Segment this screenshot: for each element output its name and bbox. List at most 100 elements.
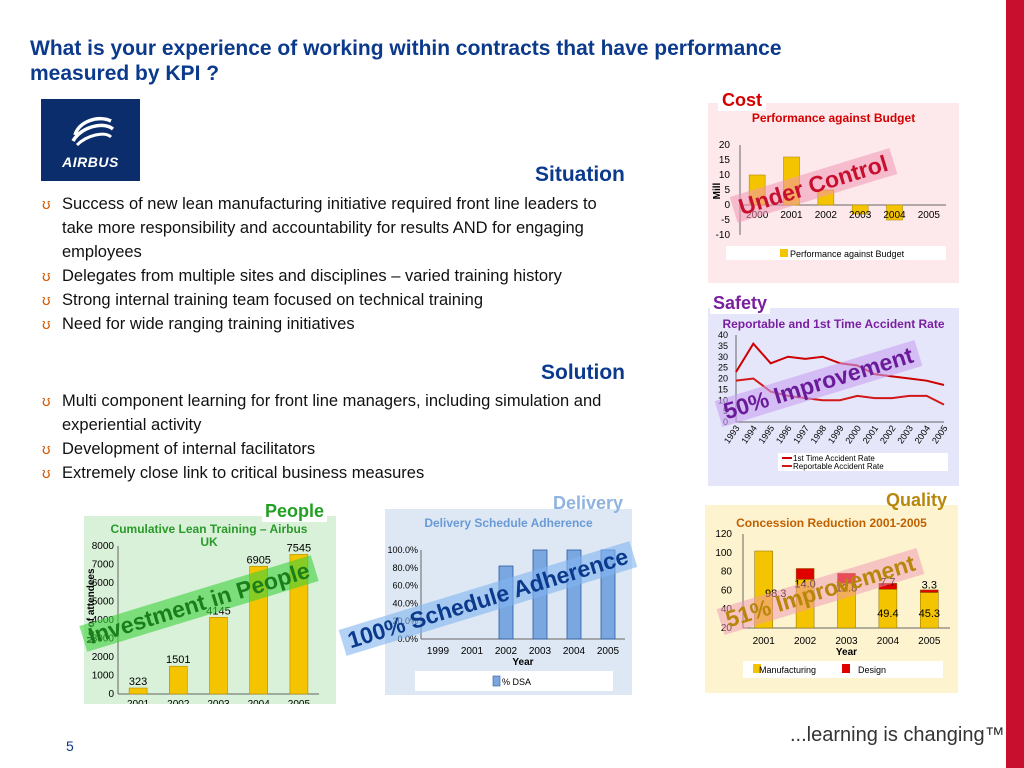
situation-bullet-text: Success of new lean manufacturing initia… — [62, 195, 597, 261]
situation-bullet: ʊ Strong internal training team focused o… — [42, 288, 622, 312]
safety-y-tick: 40 — [718, 330, 728, 340]
bullet-marker-icon: ʊ — [42, 316, 51, 333]
people-y-tick: 8000 — [92, 541, 115, 552]
cost-x-tick: 2003 — [849, 210, 872, 221]
cost-x-tick: 2005 — [918, 210, 941, 221]
quality-y-tick: 80 — [721, 567, 733, 578]
people-x-tick: 2004 — [248, 699, 271, 704]
situation-bullet: ʊ Success of new lean manufacturing initi… — [42, 192, 622, 264]
situation-bullet-text: Delegates from multiple sites and discip… — [62, 267, 562, 285]
delivery-x-tick: 2003 — [529, 646, 552, 657]
cost-x-tick: 2001 — [780, 210, 803, 221]
quality-legend-swatch — [842, 664, 850, 673]
quality-x-tick: 2003 — [835, 636, 858, 647]
cost-legend-swatch — [780, 249, 788, 257]
quality-legend-text: Manufacturing — [759, 665, 816, 675]
delivery-x-tick: 2004 — [563, 646, 586, 657]
safety-x-tick: 1996 — [774, 423, 794, 445]
safety-y-tick: 15 — [718, 384, 728, 394]
people-x-tick: 2001 — [127, 699, 150, 704]
people-x-tick: 2005 — [288, 699, 311, 704]
people-data-label: 7545 — [287, 542, 311, 554]
cost-chart-title: Performance against Budget — [751, 111, 916, 125]
bullet-marker-icon: ʊ — [42, 393, 51, 410]
safety-y-tick: 30 — [718, 352, 728, 362]
safety-x-tick: 2004 — [913, 423, 933, 445]
quality-legend-text: Design — [858, 665, 886, 675]
safety-x-tick: 1999 — [826, 423, 846, 445]
cost-y-tick: -5 — [721, 215, 730, 226]
safety-x-tick: 2003 — [895, 423, 915, 445]
delivery-chart-title: Delivery Schedule Adherence — [424, 516, 593, 530]
quality-x-tick: 2004 — [877, 636, 900, 647]
delivery-x-tick: 2005 — [597, 646, 620, 657]
delivery-y-tick: 100.0% — [387, 545, 418, 555]
people-data-label: 6905 — [246, 554, 270, 566]
quality-bar — [795, 568, 815, 580]
solution-heading: Solution — [541, 361, 625, 384]
accent-side-bar — [1006, 0, 1024, 768]
delivery-chart: 100.0%80.0%60.0%40.0%20.0%0.0%1999200120… — [387, 545, 625, 691]
airbus-logo: AIRBUS — [41, 99, 140, 181]
cost-legend-text: Performance against Budget — [790, 249, 905, 259]
safety-x-tick: 2001 — [861, 423, 881, 445]
people-label: People — [262, 501, 328, 522]
quality-data-label: 49.4 — [877, 608, 898, 620]
quality-x-tick: 2005 — [918, 636, 941, 647]
quality-y-tick: 60 — [721, 585, 733, 596]
cost-y-tick: 5 — [724, 185, 730, 196]
people-x-tick: 2002 — [167, 699, 190, 704]
page-number: 5 — [66, 738, 74, 754]
cost-bar — [851, 204, 869, 215]
solution-bullet: ʊ Multi component learning for front line… — [42, 389, 622, 437]
safety-panel: Reportable and 1st Time Accident Rate 40… — [708, 308, 959, 486]
delivery-y-tick: 80.0% — [392, 563, 418, 573]
safety-label: Safety — [710, 293, 771, 314]
delivery-legend-box — [415, 671, 613, 691]
solution-bullet: ʊ Extremely close link to critical busine… — [42, 461, 622, 485]
safety-y-tick: 25 — [718, 363, 728, 373]
delivery-label: Delivery — [553, 493, 624, 513]
slide-title: What is your experience of working withi… — [30, 37, 782, 85]
delivery-y-tick: 0.0% — [397, 634, 418, 644]
people-chart-title: Cumulative Lean Training – Airbus UK — [110, 522, 308, 549]
delivery-y-tick: 60.0% — [392, 581, 418, 591]
solution-bullet-text: Extremely close link to critical busines… — [62, 464, 425, 482]
safety-y-tick: 35 — [718, 341, 728, 351]
safety-legend-box — [778, 453, 948, 471]
delivery-x-tick: 1999 — [427, 646, 450, 657]
quality-data-label: 45.3 — [919, 608, 940, 620]
solution-bullets: ʊ Multi component learning for front line… — [42, 389, 622, 485]
cost-y-tick: 10 — [719, 170, 731, 181]
people-chart: 800070006000500040003000200010000No of a… — [86, 541, 319, 704]
people-y-tick: 2000 — [92, 652, 115, 663]
bullet-marker-icon: ʊ — [42, 196, 51, 213]
cost-x-tick: 2002 — [815, 210, 838, 221]
situation-bullet-text: Strong internal training team focused on… — [62, 291, 483, 309]
bullet-marker-icon: ʊ — [42, 268, 51, 285]
safety-x-tick: 2000 — [843, 423, 863, 445]
airbus-swirl-icon — [71, 116, 115, 147]
safety-x-tick: 1998 — [809, 423, 829, 445]
safety-x-tick: 2005 — [930, 423, 950, 445]
delivery-legend-text: % DSA — [502, 677, 531, 687]
safety-x-tick: 2002 — [878, 423, 898, 445]
bullet-marker-icon: ʊ — [42, 441, 51, 458]
cost-label: Cost — [718, 90, 766, 111]
delivery-x-label: Year — [512, 657, 533, 668]
cost-bar — [886, 204, 903, 221]
quality-y-tick: 100 — [715, 548, 732, 559]
situation-bullet: ʊ Need for wide ranging training initiati… — [42, 312, 622, 336]
airbus-logo-text: AIRBUS — [62, 154, 119, 170]
bullet-marker-icon: ʊ — [42, 465, 51, 482]
delivery-x-tick: 2002 — [495, 646, 518, 657]
safety-legend-text: Reportable Accident Rate — [793, 462, 884, 471]
delivery-legend-swatch — [492, 675, 501, 687]
situation-heading: Situation — [535, 163, 625, 186]
solution-bullet-text: Development of internal facilitators — [62, 440, 316, 458]
delivery-x-tick: 2001 — [461, 646, 484, 657]
quality-legend-swatch — [753, 664, 761, 673]
people-y-label: No of attendees — [86, 568, 97, 643]
tagline: ...learning is changing™ — [790, 724, 1005, 746]
quality-x-label: Year — [836, 647, 857, 658]
